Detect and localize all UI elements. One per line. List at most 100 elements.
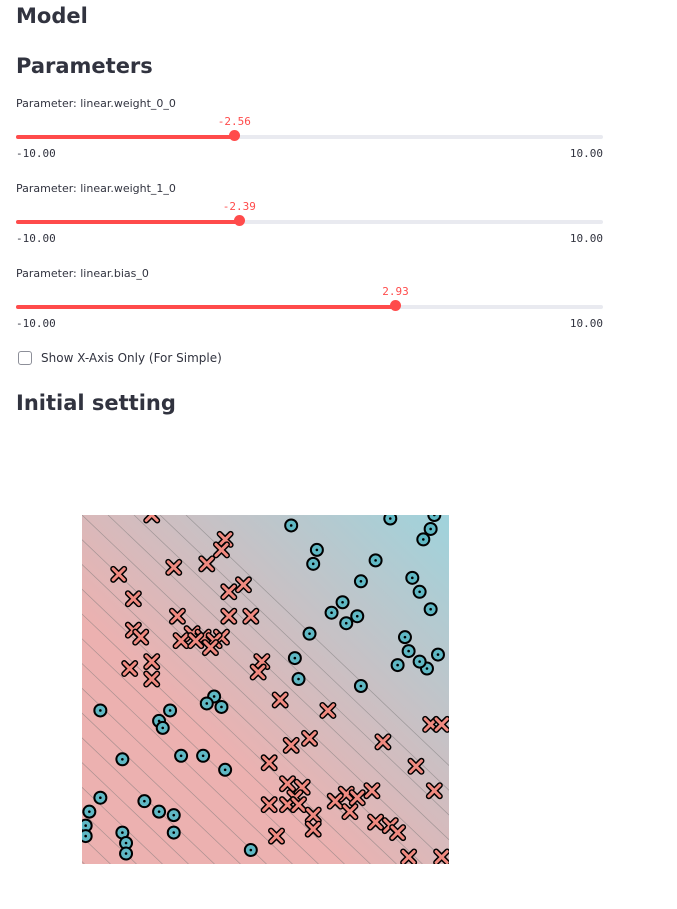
class-x-point — [363, 782, 381, 800]
class-x-point — [172, 632, 190, 650]
class-o-point — [423, 521, 438, 536]
slider-thumb[interactable] — [390, 300, 402, 311]
class-o-point — [368, 553, 383, 568]
class-x-point — [279, 775, 297, 793]
class-o-point — [287, 651, 302, 666]
class-o-point — [166, 825, 181, 840]
class-o-point — [306, 556, 321, 571]
decision-boundary-plot — [82, 515, 449, 864]
class-o-point — [82, 804, 97, 819]
class-o-point — [152, 804, 167, 819]
class-o-point — [174, 748, 189, 763]
class-x-point — [220, 607, 238, 625]
slider-bias-0[interactable]: Parameter: linear.bias_0 2.93 -10.00 10.… — [16, 267, 603, 337]
class-x-point — [124, 590, 142, 608]
slider-track[interactable] — [16, 135, 603, 139]
show-x-axis-only-checkbox-row[interactable]: Show X-Axis Only (For Simple) — [18, 351, 222, 365]
contour-line — [82, 737, 215, 864]
class-x-point — [143, 515, 161, 524]
class-o-point — [324, 605, 339, 620]
slider-weight-0-0[interactable]: Parameter: linear.weight_0_0 -2.56 -10.0… — [16, 97, 603, 167]
class-x-point — [187, 632, 205, 650]
class-o-point — [423, 602, 438, 617]
class-o-point — [93, 790, 108, 805]
class-x-point — [249, 663, 267, 681]
class-x-point — [433, 848, 449, 864]
class-o-point — [196, 748, 211, 763]
class-o-point — [199, 696, 214, 711]
class-x-point — [326, 792, 344, 810]
slider-thumb[interactable] — [229, 130, 241, 141]
class-o-point — [93, 703, 108, 718]
contour-line — [185, 515, 449, 766]
class-x-point — [242, 607, 260, 625]
class-x-point — [304, 820, 322, 838]
contour-line — [82, 588, 371, 864]
class-x-point — [271, 691, 289, 709]
class-o-point — [291, 672, 306, 687]
class-o-point — [335, 595, 350, 610]
show-x-axis-only-checkbox[interactable] — [18, 351, 32, 365]
class-o-point — [390, 658, 405, 673]
class-o-point — [397, 630, 412, 645]
contour-line — [82, 687, 267, 864]
slider-label: Parameter: linear.bias_0 — [16, 267, 149, 280]
class-x-point — [290, 796, 308, 814]
class-o-point — [339, 616, 354, 631]
class-o-point — [155, 720, 170, 735]
class-x-point — [260, 754, 278, 772]
class-o-point — [166, 808, 181, 823]
class-o-point — [412, 654, 427, 669]
slider-max: 10.00 — [569, 232, 603, 245]
class-x-point — [433, 715, 449, 733]
contour-line — [82, 786, 163, 864]
class-x-point — [341, 803, 359, 821]
slider-label: Parameter: linear.weight_1_0 — [16, 182, 176, 195]
model-heading: Model — [16, 4, 88, 28]
class-x-point — [220, 583, 238, 601]
class-x-point — [165, 558, 183, 576]
class-x-point — [198, 555, 216, 573]
class-x-point — [212, 541, 230, 559]
slider-fill — [16, 220, 240, 224]
class-x-point — [143, 670, 161, 688]
class-o-point — [243, 843, 258, 858]
contour-line — [82, 762, 189, 864]
slider-fill — [16, 305, 396, 309]
slider-value: 2.93 — [382, 285, 409, 298]
slider-thumb[interactable] — [234, 215, 246, 226]
class-o-point — [401, 644, 416, 659]
class-o-point — [163, 703, 178, 718]
class-x-point — [389, 824, 407, 842]
class-o-point — [353, 679, 368, 694]
initial-setting-heading: Initial setting — [16, 391, 176, 415]
class-x-point — [374, 733, 392, 751]
class-o-point — [350, 609, 365, 624]
slider-label: Parameter: linear.weight_0_0 — [16, 97, 176, 110]
slider-track[interactable] — [16, 220, 603, 224]
class-x-point — [407, 757, 425, 775]
class-x-point — [201, 639, 219, 657]
parameters-heading: Parameters — [16, 54, 153, 78]
slider-value: -2.56 — [217, 115, 251, 128]
contour-line — [82, 663, 293, 864]
class-o-point — [218, 762, 233, 777]
class-x-point — [168, 607, 186, 625]
show-x-axis-only-label: Show X-Axis Only (For Simple) — [41, 351, 222, 365]
class-x-point — [304, 806, 322, 824]
class-o-point — [214, 699, 229, 714]
class-o-point — [119, 846, 134, 861]
class-x-point — [143, 653, 161, 671]
class-o-point — [405, 570, 420, 585]
class-x-point — [319, 701, 337, 719]
class-x-point — [132, 628, 150, 646]
class-o-point — [119, 836, 134, 851]
class-o-point — [137, 794, 152, 809]
class-x-point — [234, 576, 252, 594]
slider-weight-1-0[interactable]: Parameter: linear.weight_1_0 -2.39 -10.0… — [16, 182, 603, 252]
slider-track[interactable] — [16, 305, 603, 309]
class-x-point — [348, 789, 366, 807]
class-o-point — [353, 574, 368, 589]
class-x-point — [400, 848, 418, 864]
class-o-point — [284, 518, 299, 533]
